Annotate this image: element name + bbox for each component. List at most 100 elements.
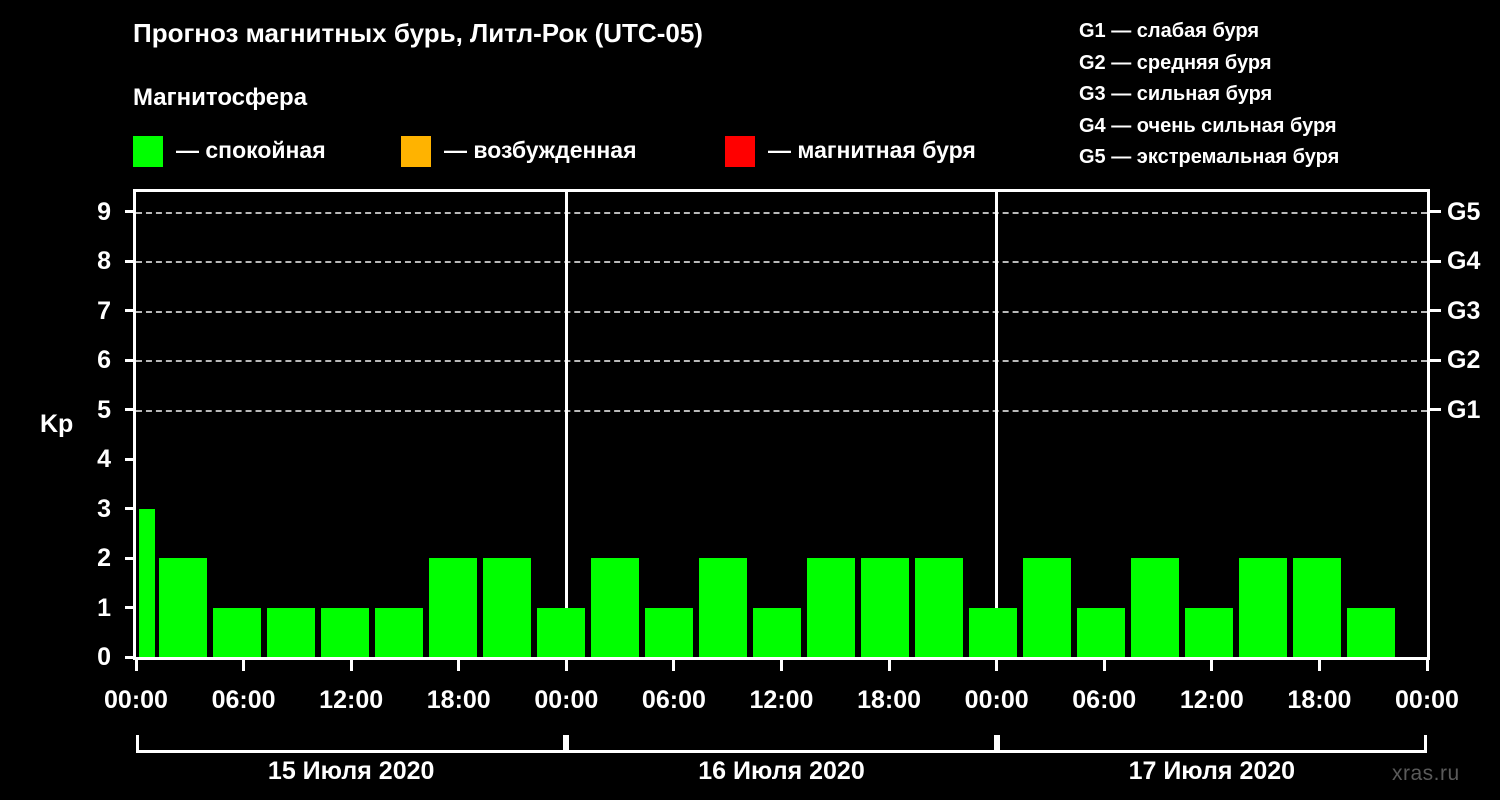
bar [429, 558, 477, 657]
y-tick-label-0: 0 [97, 643, 111, 671]
gridline-kp-5 [136, 409, 1427, 412]
g-scale-row-3: G3 — сильная буря [1079, 83, 1273, 105]
y-tick-label-6: 6 [97, 346, 111, 375]
x-tick-label-0: 00:00 [104, 686, 168, 714]
y-tick-mark-0 [125, 655, 136, 659]
plot-area [133, 189, 1430, 660]
x-tick-label-10: 12:00 [1179, 686, 1244, 714]
magnetosphere-heading: Магнитосфера [133, 84, 308, 111]
y-tick-label-8: 8 [97, 247, 111, 276]
y-tick-mark-4 [125, 457, 136, 461]
bar [1185, 607, 1233, 657]
date-bracket-1 [136, 735, 567, 753]
y-tick-label-4: 4 [97, 445, 111, 474]
y-tick-label-7: 7 [97, 296, 111, 325]
legend-label: — магнитная буря [768, 136, 976, 163]
bar [753, 607, 801, 657]
x-tick-mark-1 [242, 660, 246, 671]
y-tick-label-5: 5 [97, 395, 111, 424]
legend-item-1: — возбужденная [401, 134, 637, 168]
bar [969, 607, 1017, 657]
red-square-icon [725, 135, 755, 167]
y-tick-mark-8 [125, 259, 136, 263]
x-tick-mark-6 [780, 660, 783, 671]
y-tick-label-1: 1 [97, 593, 111, 622]
x-tick-mark-10 [1210, 660, 1214, 671]
gridline-kp-7 [136, 310, 1427, 313]
day-separator-1 [564, 192, 568, 657]
bar [139, 508, 155, 657]
y-tick-mark-2 [125, 556, 136, 560]
x-tick-label-4: 00:00 [534, 686, 599, 714]
legend-item-0: — спокойная [133, 134, 326, 168]
bar [213, 607, 261, 657]
date-label-2: 16 Июля 2020 [698, 757, 865, 785]
bar [159, 558, 207, 657]
date-label-1: 15 Июля 2020 [267, 757, 435, 785]
y-tick-label-9: 9 [97, 197, 111, 226]
bar [1239, 558, 1287, 657]
g-tick-label-G1: G1 [1447, 395, 1481, 424]
bar [591, 558, 639, 657]
legend-label: — спокойная [176, 136, 326, 163]
x-tick-label-7: 18:00 [857, 686, 922, 714]
g-scale-row-4: G4 — очень сильная буря [1079, 114, 1337, 137]
date-bracket-2 [566, 735, 997, 753]
y-axis-title: Kp [40, 410, 74, 438]
g-scale-row-5: G5 — экстремальная буря [1079, 146, 1340, 168]
y-tick-mark-9 [125, 210, 136, 214]
x-tick-label-9: 06:00 [1072, 686, 1137, 714]
g-tick-label-G4: G4 [1447, 247, 1481, 276]
g-tick-mark-G2 [1430, 358, 1441, 362]
g-tick-label-G2: G2 [1447, 346, 1481, 375]
legend-item-2: — магнитная буря [725, 134, 976, 168]
x-tick-mark-12 [1425, 660, 1429, 671]
y-tick-mark-1 [125, 606, 136, 610]
g-tick-mark-G4 [1430, 259, 1441, 263]
g-tick-mark-G1 [1430, 408, 1441, 412]
y-tick-mark-5 [125, 408, 136, 412]
x-tick-mark-2 [349, 660, 353, 671]
orange-square-icon [401, 135, 431, 167]
y-tick-label-3: 3 [97, 494, 111, 523]
x-tick-label-11: 18:00 [1287, 686, 1352, 714]
x-tick-label-1: 06:00 [211, 686, 276, 714]
page-title: Прогноз магнитных бурь, Литл-Рок (UTC-05… [133, 18, 703, 48]
g-scale-row-2: G2 — средняя буря [1079, 51, 1272, 74]
x-tick-mark-4 [564, 660, 568, 671]
bar [645, 607, 693, 657]
x-tick-mark-3 [457, 660, 461, 671]
day-separator-2 [995, 192, 999, 657]
y-tick-mark-6 [125, 358, 136, 362]
y-tick-mark-7 [125, 309, 136, 313]
bar [915, 558, 963, 657]
x-tick-label-5: 06:00 [641, 686, 706, 714]
bar [321, 607, 369, 657]
legend-label: — возбужденная [444, 136, 637, 163]
bar [1293, 558, 1341, 657]
bar [375, 607, 423, 657]
g-tick-label-G5: G5 [1447, 197, 1481, 226]
y-tick-label-2: 2 [97, 544, 111, 573]
x-tick-label-2: 12:00 [319, 686, 384, 714]
x-tick-mark-0 [134, 660, 138, 671]
x-tick-mark-5 [672, 660, 676, 671]
x-tick-mark-11 [1317, 660, 1321, 671]
bar [699, 558, 747, 657]
y-tick-mark-3 [125, 507, 136, 511]
bar [861, 558, 909, 657]
x-tick-label-6: 12:00 [749, 686, 814, 714]
date-label-3: 17 Июля 2020 [1128, 757, 1296, 785]
g-tick-mark-G3 [1430, 309, 1441, 313]
x-tick-label-8: 00:00 [964, 686, 1029, 714]
bar [1347, 607, 1395, 657]
g-scale-legend: G1 — слабая буря G2 — средняя буря G3 — си… [1079, 16, 1339, 174]
gridline-kp-8 [136, 261, 1427, 264]
bar [537, 607, 585, 657]
g-tick-label-G3: G3 [1447, 296, 1481, 325]
bar [267, 607, 315, 657]
x-tick-mark-7 [887, 660, 891, 671]
x-tick-label-12: 00:00 [1395, 686, 1459, 714]
gridline-kp-9 [136, 211, 1427, 214]
